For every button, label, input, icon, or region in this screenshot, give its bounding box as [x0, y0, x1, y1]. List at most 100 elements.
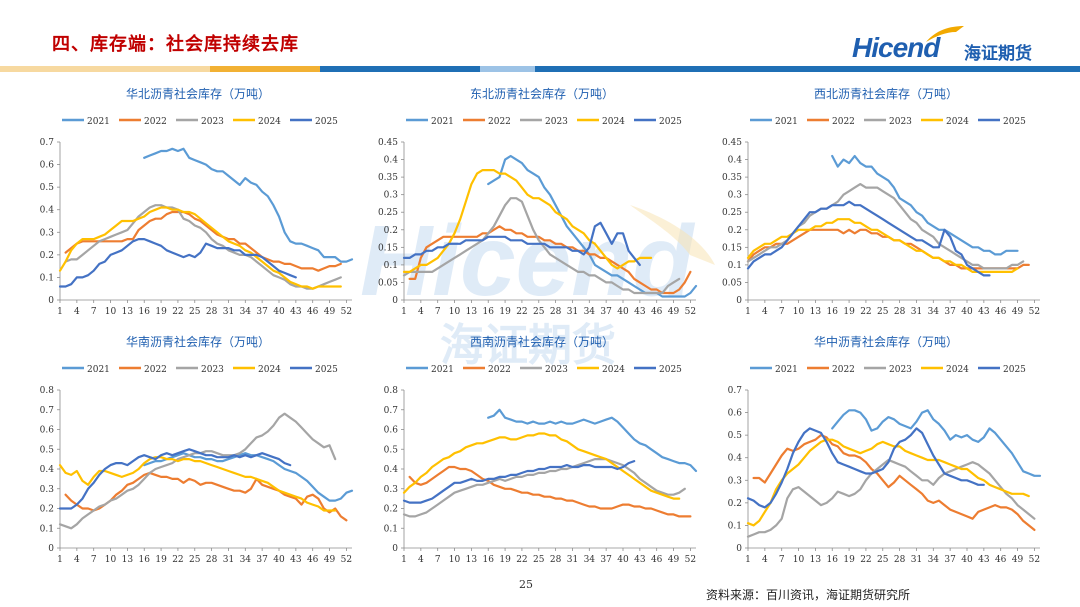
series-line-2021 [143, 452, 354, 502]
x-tick-label: 22 [172, 307, 183, 317]
x-tick-label: 19 [843, 307, 855, 317]
legend-label-2022: 2022 [488, 117, 511, 127]
y-tick-label: 0.2 [40, 251, 54, 261]
y-tick-label: 0.05 [722, 278, 742, 288]
series-line-2023 [64, 204, 342, 290]
x-tick-label: 46 [307, 555, 319, 565]
x-tick-label: 43 [634, 307, 646, 317]
chart-huabei-svg: 华北沥青社会库存（万吨） 2021 2022 2023 2024 2025 0 0.1 0.2 0… [40, 86, 354, 317]
x-tick-label: 46 [995, 307, 1007, 317]
legend-label-2021: 2021 [431, 117, 454, 127]
x-tick-label: 46 [307, 307, 319, 317]
y-tick-label: 0.4 [728, 454, 743, 464]
x-tick-label: 40 [961, 307, 973, 317]
series-line-2021 [831, 154, 1019, 256]
legend-label-2025: 2025 [659, 365, 682, 375]
x-tick-label: 40 [961, 555, 973, 565]
legend-label-2023: 2023 [889, 365, 912, 375]
legend-label-2024: 2024 [946, 117, 969, 127]
series-line-2023 [746, 182, 1025, 270]
legend-label-2024: 2024 [258, 117, 281, 127]
y-tick-label: 0.3 [40, 228, 55, 238]
legend-label-2025: 2025 [1003, 365, 1026, 375]
series-line-2024 [402, 432, 681, 500]
series-line-2024 [58, 206, 342, 290]
x-tick-label: 37 [256, 555, 268, 565]
x-tick-label: 16 [827, 307, 839, 317]
x-tick-label: 1 [401, 307, 407, 317]
series-line-2024 [402, 168, 653, 273]
hicend-watermark: Hicend 海证期货 [360, 205, 715, 371]
header-stripe-blue-right [535, 66, 1080, 72]
x-tick-label: 13 [810, 555, 822, 565]
logo-swoosh-icon [926, 26, 964, 42]
x-tick-label: 37 [600, 555, 612, 565]
x-tick-label: 31 [911, 307, 922, 317]
legend-label-2025: 2025 [659, 117, 682, 127]
y-tick-label: 0.1 [40, 273, 54, 283]
y-tick-label: 0.6 [728, 409, 743, 419]
x-tick-label: 31 [567, 307, 578, 317]
y-tick-label: 0.1 [384, 261, 398, 271]
x-tick-label: 43 [634, 555, 646, 565]
legend-label-2024: 2024 [946, 365, 969, 375]
x-tick-label: 7 [779, 555, 785, 565]
x-tick-label: 13 [122, 307, 134, 317]
x-tick-label: 49 [1012, 307, 1024, 317]
y-tick-label: 0.15 [722, 243, 742, 253]
y-tick-label: 0.5 [40, 445, 55, 455]
chart-huanan: 华南沥青社会库存（万吨） 2021 2022 2023 2024 2025 0 0.1 0.2 0… [22, 330, 362, 570]
x-tick-label: 34 [240, 307, 252, 317]
series-line-2021 [487, 408, 698, 473]
y-tick-label: 0.4 [384, 156, 399, 166]
x-tick-label: 22 [516, 307, 527, 317]
x-tick-label: 4 [74, 555, 80, 565]
legend-label-2022: 2022 [832, 117, 855, 127]
x-tick-label: 19 [843, 555, 855, 565]
page-number: 25 [519, 578, 533, 591]
x-tick-label: 34 [584, 555, 596, 565]
x-tick-label: 49 [324, 307, 336, 317]
series-line-2021 [143, 147, 354, 263]
legend-label-2024: 2024 [602, 117, 625, 127]
y-tick-label: 0.15 [378, 243, 398, 253]
x-tick-label: 25 [533, 555, 545, 565]
x-tick-label: 37 [256, 307, 268, 317]
source-note: 资料来源：百川资讯，海证期货研究所 [706, 588, 911, 602]
series-line-2025 [746, 427, 985, 509]
y-tick-label: 0.45 [722, 138, 742, 148]
x-tick-label: 40 [273, 555, 285, 565]
y-tick-label: 0.3 [728, 191, 743, 201]
logo-wordmark: Hicend [852, 32, 940, 63]
x-tick-label: 16 [139, 555, 151, 565]
series-line-2024 [58, 456, 337, 512]
y-tick-label: 0.2 [40, 505, 54, 515]
legend-label-2022: 2022 [488, 365, 511, 375]
x-tick-label: 19 [499, 307, 511, 317]
y-tick-label: 0 [736, 296, 742, 306]
x-tick-label: 37 [944, 555, 956, 565]
header-stripe-light [0, 66, 210, 72]
chart-title: 华中沥青社会库存（万吨） [814, 334, 958, 349]
x-tick-label: 43 [978, 307, 990, 317]
chart-title: 西北沥青社会库存（万吨） [814, 86, 958, 101]
x-tick-label: 28 [206, 307, 218, 317]
x-tick-label: 7 [91, 307, 97, 317]
legend-label-2024: 2024 [602, 365, 625, 375]
y-tick-label: 0.35 [378, 173, 398, 183]
y-tick-label: 0.35 [722, 173, 742, 183]
slide-title: 四、库存端：社会库持续去库 [52, 34, 299, 55]
x-tick-label: 28 [894, 307, 906, 317]
x-tick-label: 22 [516, 555, 527, 565]
series-line-2022 [408, 225, 692, 295]
chart-xibei: 西北沥青社会库存（万吨） 2021 2022 2023 2024 2025 0 0.05 0.1… [710, 82, 1050, 322]
x-tick-label: 25 [877, 307, 889, 317]
series-line-2022 [64, 210, 342, 272]
series-line-2025 [58, 448, 292, 510]
y-tick-label: 0.45 [378, 138, 398, 148]
x-tick-label: 46 [651, 555, 663, 565]
chart-huabei: 华北沥青社会库存（万吨） 2021 2022 2023 2024 2025 0 0.1 0.2 0… [22, 82, 362, 322]
series-line-2024 [746, 438, 1030, 527]
x-tick-label: 52 [341, 555, 352, 565]
x-tick-label: 28 [206, 555, 218, 565]
